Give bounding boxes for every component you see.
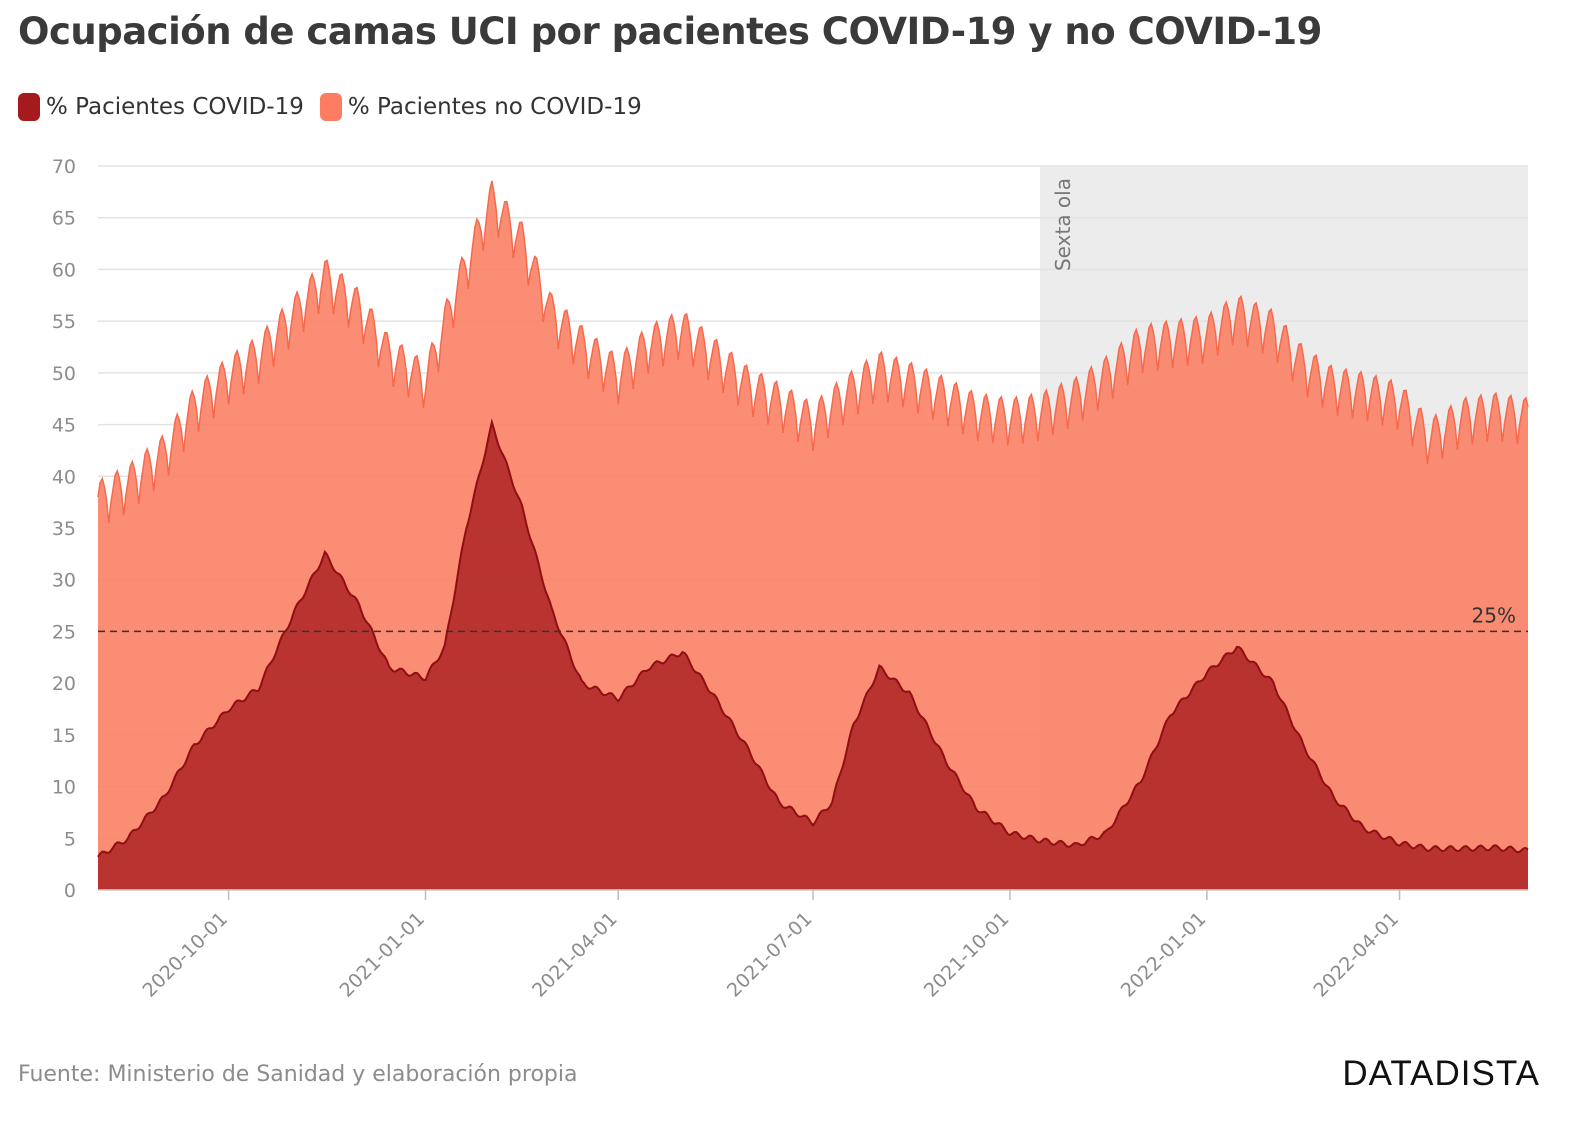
chart-title: Ocupación de camas UCI por pacientes COV… <box>18 10 1322 53</box>
y-tick-label: 35 <box>52 518 76 540</box>
x-tick-label: 2022-01-01 <box>1117 908 1211 1002</box>
y-tick-label: 0 <box>64 880 76 902</box>
legend-swatch-no-covid <box>319 93 342 121</box>
legend-swatch-covid <box>18 93 40 121</box>
y-tick-label: 65 <box>52 208 76 230</box>
y-tick-label: 20 <box>52 673 76 695</box>
legend: % Pacientes COVID-19 % Pacientes no COVI… <box>18 93 658 121</box>
line-covid <box>97 418 1529 858</box>
y-tick-label: 45 <box>52 415 76 437</box>
x-tick-label: 2021-04-01 <box>528 908 622 1002</box>
area-covid <box>98 422 1528 890</box>
legend-label-no-covid: % Pacientes no COVID-19 <box>347 94 642 120</box>
x-tick-label: 2021-10-01 <box>920 908 1014 1002</box>
y-tick-label: 10 <box>52 777 76 799</box>
x-tick-label: 2021-01-01 <box>335 908 429 1002</box>
reference-line-label: 25% <box>1472 603 1516 627</box>
y-tick-label: 50 <box>52 363 76 385</box>
y-tick-label: 55 <box>52 311 76 333</box>
x-tick-label: 2021-07-01 <box>723 908 817 1002</box>
y-tick-label: 15 <box>52 725 76 747</box>
x-tick-label: 2022-04-01 <box>1309 908 1403 1002</box>
y-tick-label: 40 <box>52 466 76 488</box>
y-tick-label: 30 <box>52 570 76 592</box>
chart-plot: 0 5 10 15 20 25 30 35 40 45 50 55 60 65 70 2020-10-01 20… <box>52 156 1529 1002</box>
legend-item-covid[interactable]: % Pacientes COVID-19 <box>18 93 304 121</box>
line-no-covid <box>97 180 1529 524</box>
y-tick-label: 5 <box>64 828 76 850</box>
legend-item-no-covid[interactable]: % Pacientes no COVID-19 <box>319 93 642 121</box>
y-tick-label: 70 <box>52 156 76 178</box>
shaded-region-label: Sexta ola <box>1051 178 1075 271</box>
source-note: Fuente: Ministerio de Sanidad y elaborac… <box>18 1062 578 1087</box>
brand-logo: DATADISTA <box>1342 1054 1540 1093</box>
y-tick-label: 25 <box>52 621 76 643</box>
y-tick-label: 60 <box>52 259 76 281</box>
x-tick-label: 2020-10-01 <box>138 908 232 1002</box>
legend-label-covid: % Pacientes COVID-19 <box>46 94 304 120</box>
